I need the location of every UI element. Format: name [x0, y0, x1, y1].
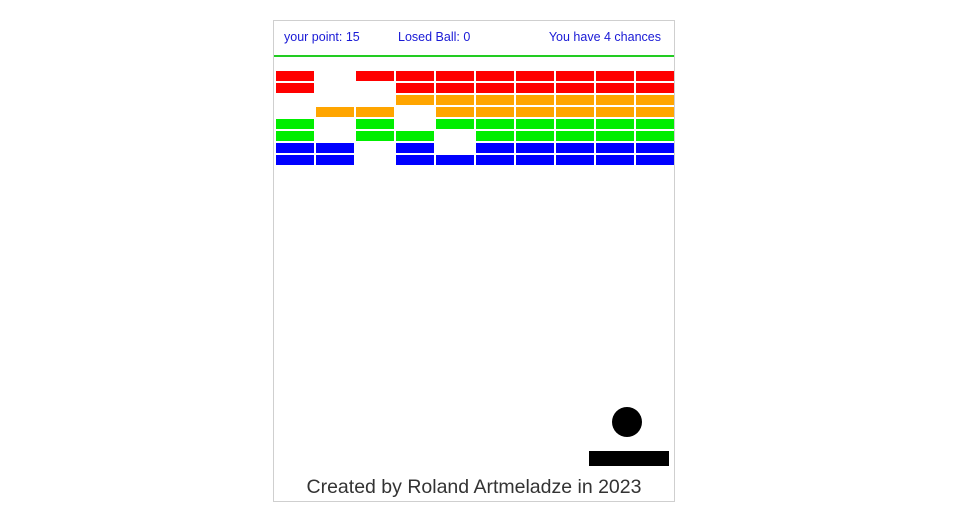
- brick: [516, 131, 554, 141]
- brick: [476, 131, 514, 141]
- brick: [276, 155, 314, 165]
- brick: [636, 131, 674, 141]
- brick: [516, 143, 554, 153]
- brick: [516, 107, 554, 117]
- brick: [276, 71, 314, 81]
- brick: [396, 155, 434, 165]
- brick: [596, 143, 634, 153]
- brick: [276, 143, 314, 153]
- brick: [356, 119, 394, 129]
- brick: [476, 143, 514, 153]
- brick: [516, 83, 554, 93]
- brick: [396, 143, 434, 153]
- brick: [396, 95, 434, 105]
- brick: [356, 71, 394, 81]
- brick: [276, 131, 314, 141]
- brick: [436, 71, 474, 81]
- brick: [476, 83, 514, 93]
- brick: [476, 107, 514, 117]
- brick: [436, 155, 474, 165]
- brick: [516, 71, 554, 81]
- brick: [636, 71, 674, 81]
- brick: [596, 95, 634, 105]
- brick: [556, 95, 594, 105]
- brick: [436, 95, 474, 105]
- brick: [556, 107, 594, 117]
- brick: [396, 131, 434, 141]
- brick: [556, 155, 594, 165]
- brick: [476, 155, 514, 165]
- brick: [396, 71, 434, 81]
- brick: [636, 95, 674, 105]
- brick: [596, 71, 634, 81]
- brick: [636, 83, 674, 93]
- brick: [356, 107, 394, 117]
- brick: [596, 131, 634, 141]
- brick: [596, 155, 634, 165]
- chances-counter: You have 4 chances: [548, 30, 661, 44]
- brick-wall: [274, 21, 674, 501]
- brick: [596, 83, 634, 93]
- brick: [636, 119, 674, 129]
- brick: [596, 119, 634, 129]
- brick: [556, 83, 594, 93]
- game-canvas[interactable]: your point: 15 Losed Ball: 0 You have 4 …: [273, 20, 675, 502]
- credit-text: Created by Roland Artmeladze in 2023: [306, 476, 642, 498]
- brick: [556, 71, 594, 81]
- score-bar: your point: 15 Losed Ball: 0 You have 4 …: [274, 21, 674, 57]
- brick: [516, 119, 554, 129]
- lost-balls-counter: Losed Ball: 0: [398, 30, 471, 44]
- points-counter: your point: 15: [284, 30, 360, 44]
- brick: [316, 155, 354, 165]
- brick: [556, 119, 594, 129]
- brick: [556, 131, 594, 141]
- brick: [396, 83, 434, 93]
- brick: [276, 119, 314, 129]
- brick: [476, 119, 514, 129]
- brick: [316, 143, 354, 153]
- brick: [556, 143, 594, 153]
- ball: [612, 407, 642, 437]
- brick: [516, 95, 554, 105]
- brick: [636, 143, 674, 153]
- brick: [276, 83, 314, 93]
- brick: [476, 95, 514, 105]
- brick: [636, 107, 674, 117]
- brick: [476, 71, 514, 81]
- brick: [636, 155, 674, 165]
- brick: [516, 155, 554, 165]
- brick: [436, 119, 474, 129]
- brick: [596, 107, 634, 117]
- brick: [436, 83, 474, 93]
- paddle[interactable]: [589, 451, 669, 466]
- brick: [316, 107, 354, 117]
- brick: [436, 107, 474, 117]
- brick: [356, 131, 394, 141]
